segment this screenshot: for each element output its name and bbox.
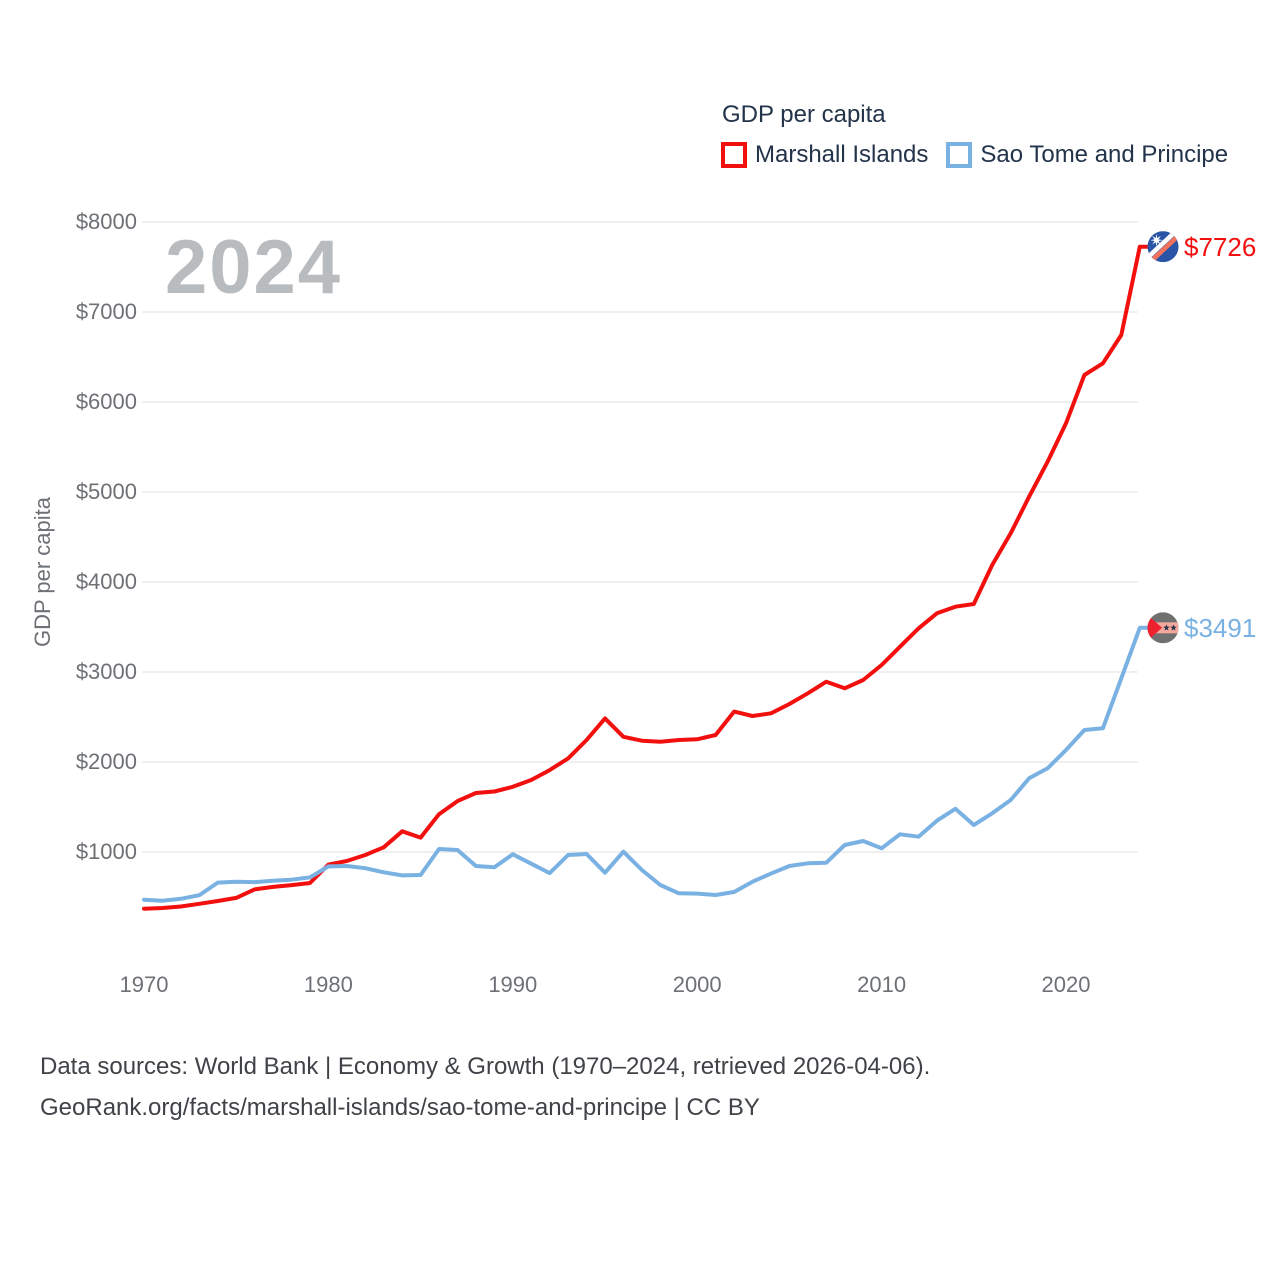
legend-swatch-marshall-islands	[721, 142, 747, 168]
source-line: Data sources: World Bank | Economy & Gro…	[40, 1053, 931, 1080]
series-line-marshall-islands	[142, 244, 1150, 911]
x-tick-1990: 1990	[488, 972, 538, 997]
legend-label-sao-tome-and-principe: Sao Tome and Principe	[980, 141, 1229, 168]
y-tick-8000: $8000	[75, 209, 137, 234]
y-tick-6000: $6000	[75, 389, 137, 414]
x-tick-2010: 2010	[857, 972, 907, 997]
y-tick-7000: $7000	[75, 299, 137, 324]
x-tick-1970: 1970	[119, 972, 169, 997]
series-line-sao-tome-and-principe	[142, 625, 1150, 903]
saotome-star	[1170, 624, 1177, 631]
x-tick-1980: 1980	[303, 972, 353, 997]
y-tick-2000: $2000	[75, 749, 137, 774]
legend-item-sao-tome-and-principe[interactable]: Sao Tome and Principe	[946, 141, 1228, 169]
marshall-star	[1150, 233, 1163, 247]
x-tick-2020: 2020	[1041, 972, 1091, 997]
marshall-islands-flag-icon	[1147, 231, 1179, 263]
legend-swatch-sao-tome-and-principe	[946, 142, 973, 168]
source-link-line: GeoRank.org/facts/marshall-islands/sao-t…	[40, 1094, 760, 1121]
source-footer: Data sources: World Bank | Economy & Gro…	[40, 1046, 930, 1128]
legend-label-marshall-islands: Marshall Islands	[755, 141, 929, 168]
y-tick-5000: $5000	[75, 479, 137, 504]
end-value-label-marshall-islands: $7726	[1184, 231, 1257, 262]
sao-tome-flag-icon	[1147, 612, 1179, 644]
y-tick-4000: $4000	[75, 569, 137, 594]
year-watermark: 2024	[165, 225, 343, 310]
chart-title: GDP per capita	[722, 101, 886, 128]
y-tick-1000: $1000	[75, 839, 137, 864]
saotome-star	[1163, 624, 1170, 631]
end-value-label-sao-tome-and-principe: $3491	[1184, 612, 1257, 643]
x-tick-2000: 2000	[672, 972, 722, 997]
y-tick-3000: $3000	[75, 659, 137, 684]
saotome-triangle	[1147, 613, 1162, 642]
legend: Marshall Islands Sao Tome and Principe	[721, 141, 1228, 169]
legend-item-marshall-islands[interactable]: Marshall Islands	[721, 141, 928, 169]
